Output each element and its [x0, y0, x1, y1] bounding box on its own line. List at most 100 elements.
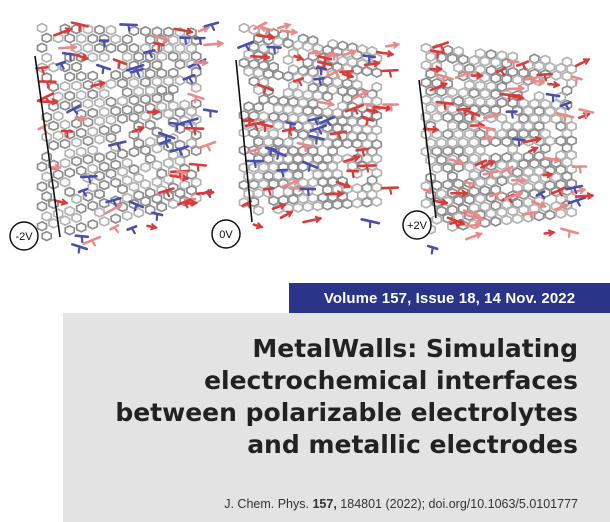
anion-molecule [276, 151, 280, 160]
electrode-hexagon [479, 201, 491, 213]
electrode-hexagon [98, 197, 110, 209]
electrode-hexagon [151, 76, 163, 88]
electrode-hexagon [128, 77, 140, 89]
dipole-arrow [201, 59, 209, 67]
electrode-hexagon [522, 120, 534, 132]
electrode-hexagon [332, 199, 343, 211]
electrode-hexagon [512, 151, 523, 163]
electrode-hexagon [327, 161, 339, 172]
electrode-hexagon [75, 203, 87, 214]
electrode-hexagon [431, 197, 443, 208]
electrode-hexagon [282, 54, 294, 66]
electrode-hexagon [48, 81, 59, 93]
anion-molecule [116, 142, 121, 151]
electrode-hexagon [151, 93, 163, 104]
cation-molecule [432, 199, 449, 205]
electrode-hexagon [501, 89, 512, 101]
dipole-arrow [346, 72, 355, 79]
electrode-hexagon [453, 112, 464, 123]
dipole-arrow [488, 160, 496, 167]
electrode-hexagon [186, 137, 197, 149]
electrode-hexagon [117, 148, 128, 160]
electrode-hexagon [496, 81, 508, 93]
electrode-hexagon [121, 210, 133, 222]
electrode-hexagon [128, 25, 140, 37]
electrode-hexagon [457, 120, 469, 132]
electrode-hexagon [447, 187, 458, 199]
electrode-hexagon [238, 179, 250, 191]
cation-molecule [279, 210, 294, 219]
electrode-hexagon [75, 146, 87, 158]
electrode-hexagon [490, 88, 502, 100]
electrode-hexagon [190, 113, 202, 125]
electrode-hexagon [453, 128, 464, 140]
cation-molecule [454, 221, 460, 229]
electrode-hexagon [121, 192, 133, 204]
electrode-hexagon [332, 76, 343, 88]
electrode-hexagon [98, 179, 110, 191]
electrode-hexagon [529, 128, 540, 140]
electrode-hexagon [64, 71, 76, 83]
electrode-hexagon [190, 50, 202, 62]
electrode-hexagon [71, 80, 82, 92]
cation-molecule [543, 73, 548, 82]
electrode-hexagon [87, 33, 99, 45]
electrode-hexagon [453, 95, 464, 107]
electrode-hexagon [71, 212, 82, 224]
dipole-arrow [515, 191, 524, 198]
electrode-hexagon [87, 163, 99, 175]
anion-molecule [187, 76, 194, 84]
electrode-hexagon [512, 74, 523, 86]
electrode-hexagon [98, 88, 110, 100]
voltage-circle-plus-2v [402, 210, 432, 240]
dipole-arrow [263, 53, 271, 61]
electrode-hexagon [82, 135, 94, 147]
electrode-hexagon [522, 181, 534, 193]
electrode-hexagon [98, 161, 110, 173]
electrode-hexagon [371, 67, 383, 79]
title-line: MetalWalls: Simulating [252, 334, 578, 363]
citation: J. Chem. Phys. 157, 184801 (2022); doi.o… [224, 497, 578, 511]
electrode-hexagon [322, 137, 333, 149]
electrode-hexagon [337, 175, 348, 187]
electrode-hexagon [110, 69, 122, 81]
electrode-hexagon [518, 113, 529, 124]
cation-molecule [553, 203, 569, 211]
electrode-hexagon [243, 101, 255, 112]
electrode-hexagon [87, 51, 99, 63]
electrode-hexagon [238, 197, 250, 208]
electrode-hexagon [117, 95, 128, 107]
cation-molecule [193, 127, 197, 136]
electrode-hexagon [174, 187, 186, 199]
electrode-hexagon [263, 187, 274, 199]
electrode-hexagon [121, 51, 133, 63]
electrode-hexagon [71, 137, 82, 148]
electrode-hexagon [75, 221, 87, 233]
electrode-hexagon [133, 190, 145, 201]
anion-molecule [148, 50, 153, 59]
electrode-hexagon [128, 94, 140, 106]
electrode-hexagon [501, 214, 512, 226]
electrode-hexagon [110, 213, 122, 224]
electrode-hexagon [518, 97, 529, 109]
electrode-hexagon [464, 79, 475, 91]
electrode-hexagon [75, 70, 87, 82]
electrode-hexagon [292, 39, 304, 51]
dipole-arrow [79, 115, 87, 123]
cation-molecule [205, 143, 211, 152]
electrode-hexagon [312, 153, 324, 165]
electrode-hexagon [468, 136, 480, 148]
electrode-hexagon [258, 111, 270, 122]
electrode-hexagon [442, 212, 454, 224]
electrolyte-molecules-plus-2v [420, 41, 595, 255]
anion-molecule [77, 245, 81, 254]
electrode-hexagon [117, 183, 128, 195]
electrode-hexagon [425, 68, 437, 80]
electrode-hexagon [268, 128, 279, 140]
electrode-hexagon [555, 135, 567, 147]
electrode-hexagon [82, 42, 94, 54]
cation-molecule [489, 171, 495, 180]
anion-molecule [133, 203, 138, 212]
article-title: MetalWalls: Simulating electrochemical i… [78, 333, 578, 461]
electrode-hexagon [36, 161, 48, 173]
